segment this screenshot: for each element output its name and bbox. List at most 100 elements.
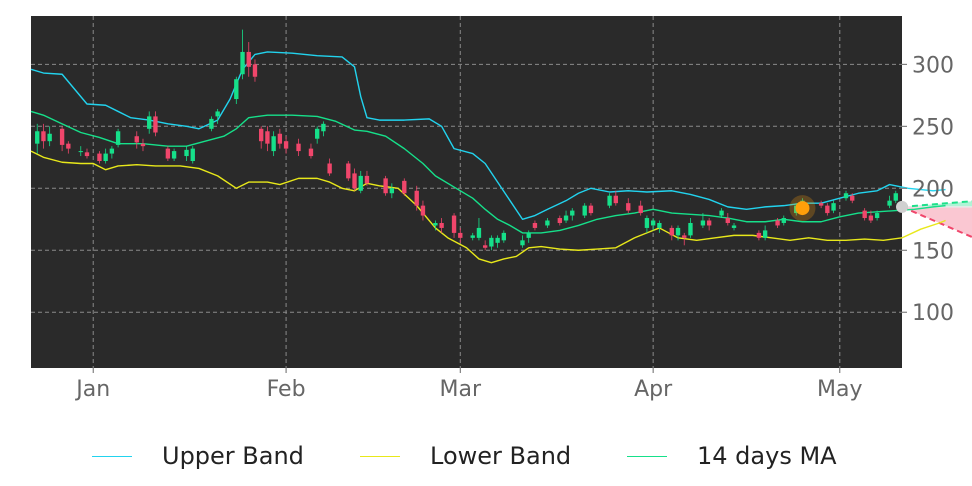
candle-body bbox=[115, 131, 121, 145]
candle-body bbox=[308, 148, 314, 157]
candle-body bbox=[147, 116, 152, 129]
candle-body bbox=[644, 218, 650, 228]
x-axis: JanFebMarAprMayJun bbox=[74, 368, 863, 402]
y-tick-label-300: 300 bbox=[912, 53, 954, 78]
candle-5 bbox=[78, 146, 83, 157]
candle-57 bbox=[545, 218, 550, 228]
candle-body bbox=[563, 215, 569, 221]
candle-19 bbox=[209, 116, 214, 132]
candle-body bbox=[570, 210, 575, 216]
candle-86 bbox=[825, 203, 830, 216]
candle-body bbox=[240, 51, 245, 75]
candle-48 bbox=[470, 232, 475, 241]
candle-60 bbox=[570, 208, 575, 221]
candle-body bbox=[582, 205, 587, 216]
candle-18 bbox=[190, 146, 195, 164]
candle-6 bbox=[84, 148, 90, 159]
candle-body bbox=[825, 205, 830, 214]
candle-58 bbox=[557, 215, 562, 226]
candle-body bbox=[35, 131, 40, 144]
candle-7 bbox=[97, 151, 102, 164]
candle-body bbox=[433, 222, 438, 226]
candle-body bbox=[420, 205, 426, 216]
candle-body bbox=[41, 131, 46, 142]
candle-body bbox=[315, 128, 320, 139]
y-tick-label-150: 150 bbox=[912, 239, 954, 264]
candle-92 bbox=[874, 210, 880, 221]
candle-94 bbox=[893, 190, 898, 204]
candle-body bbox=[171, 151, 177, 159]
plot-background bbox=[31, 16, 902, 368]
x-tick-label-mar: Mar bbox=[440, 377, 482, 402]
candle-32 bbox=[315, 126, 320, 144]
candle-89 bbox=[850, 193, 855, 204]
candle-9 bbox=[109, 146, 115, 159]
candle-56 bbox=[532, 220, 538, 231]
candle-body bbox=[818, 203, 824, 206]
candle-87 bbox=[831, 200, 836, 214]
candle-body bbox=[613, 195, 618, 204]
candle-15 bbox=[165, 146, 171, 162]
y-tick-label-100: 100 bbox=[912, 301, 954, 326]
candle-body bbox=[153, 116, 158, 133]
candle-body bbox=[66, 143, 71, 149]
candle-63 bbox=[607, 193, 612, 209]
candle-13 bbox=[147, 111, 152, 134]
legend-label-lower-band: Lower Band bbox=[430, 442, 572, 470]
candle-71 bbox=[675, 225, 681, 241]
series-line-lower bbox=[30, 150, 946, 264]
candle-body bbox=[893, 193, 898, 201]
series-line-upper bbox=[30, 51, 946, 220]
candle-91 bbox=[868, 210, 874, 223]
highlight-marker bbox=[795, 201, 810, 216]
candle-2 bbox=[47, 126, 52, 147]
candle-body bbox=[47, 133, 52, 142]
candle-body bbox=[850, 195, 855, 201]
candle-59 bbox=[563, 210, 569, 223]
candle-body bbox=[700, 220, 706, 226]
candle-37 bbox=[358, 170, 363, 194]
candle-51 bbox=[489, 235, 494, 251]
legend-item-14-days-ma: 14 days MA bbox=[627, 438, 837, 474]
candle-33 bbox=[321, 121, 326, 137]
legend: Upper Band Lower Band 14 days MA bbox=[0, 438, 972, 474]
candle-30 bbox=[296, 138, 301, 157]
candle-55 bbox=[526, 230, 531, 243]
candle-body bbox=[165, 148, 171, 159]
x-tick-label-may: May bbox=[817, 377, 862, 402]
candle-body bbox=[626, 203, 631, 211]
candle-29 bbox=[283, 136, 289, 154]
candle-65 bbox=[626, 198, 631, 214]
candle-41 bbox=[402, 178, 407, 196]
candle-body bbox=[868, 215, 874, 221]
candle-body bbox=[246, 51, 251, 67]
candle-68 bbox=[650, 218, 656, 231]
legend-swatch-upper-band bbox=[92, 455, 132, 457]
candle-body bbox=[682, 235, 687, 238]
candle-body bbox=[346, 163, 351, 179]
candle-body bbox=[190, 148, 195, 162]
candle-body bbox=[874, 213, 880, 219]
candle-body bbox=[688, 222, 693, 236]
candle-body bbox=[402, 180, 407, 194]
x-tick-label-jan: Jan bbox=[74, 377, 110, 402]
candle-16 bbox=[171, 148, 177, 162]
candle-body bbox=[321, 123, 326, 132]
candle-body bbox=[209, 118, 214, 129]
candle-24 bbox=[252, 59, 258, 82]
candle-14 bbox=[153, 111, 158, 137]
y-tick-label-250: 250 bbox=[912, 115, 954, 140]
candle-body bbox=[588, 205, 594, 214]
candle-77 bbox=[725, 213, 730, 226]
candle-39 bbox=[383, 175, 388, 196]
candle-50 bbox=[482, 240, 488, 251]
candle-body bbox=[526, 232, 531, 238]
candle-body bbox=[234, 79, 239, 100]
candle-body bbox=[78, 151, 83, 153]
candle-body bbox=[887, 200, 892, 206]
x-tick-label-apr: Apr bbox=[634, 377, 673, 402]
legend-label-upper-band: Upper Band bbox=[162, 442, 304, 470]
candle-66 bbox=[638, 200, 643, 216]
legend-swatch-14-days-ma bbox=[627, 455, 667, 457]
